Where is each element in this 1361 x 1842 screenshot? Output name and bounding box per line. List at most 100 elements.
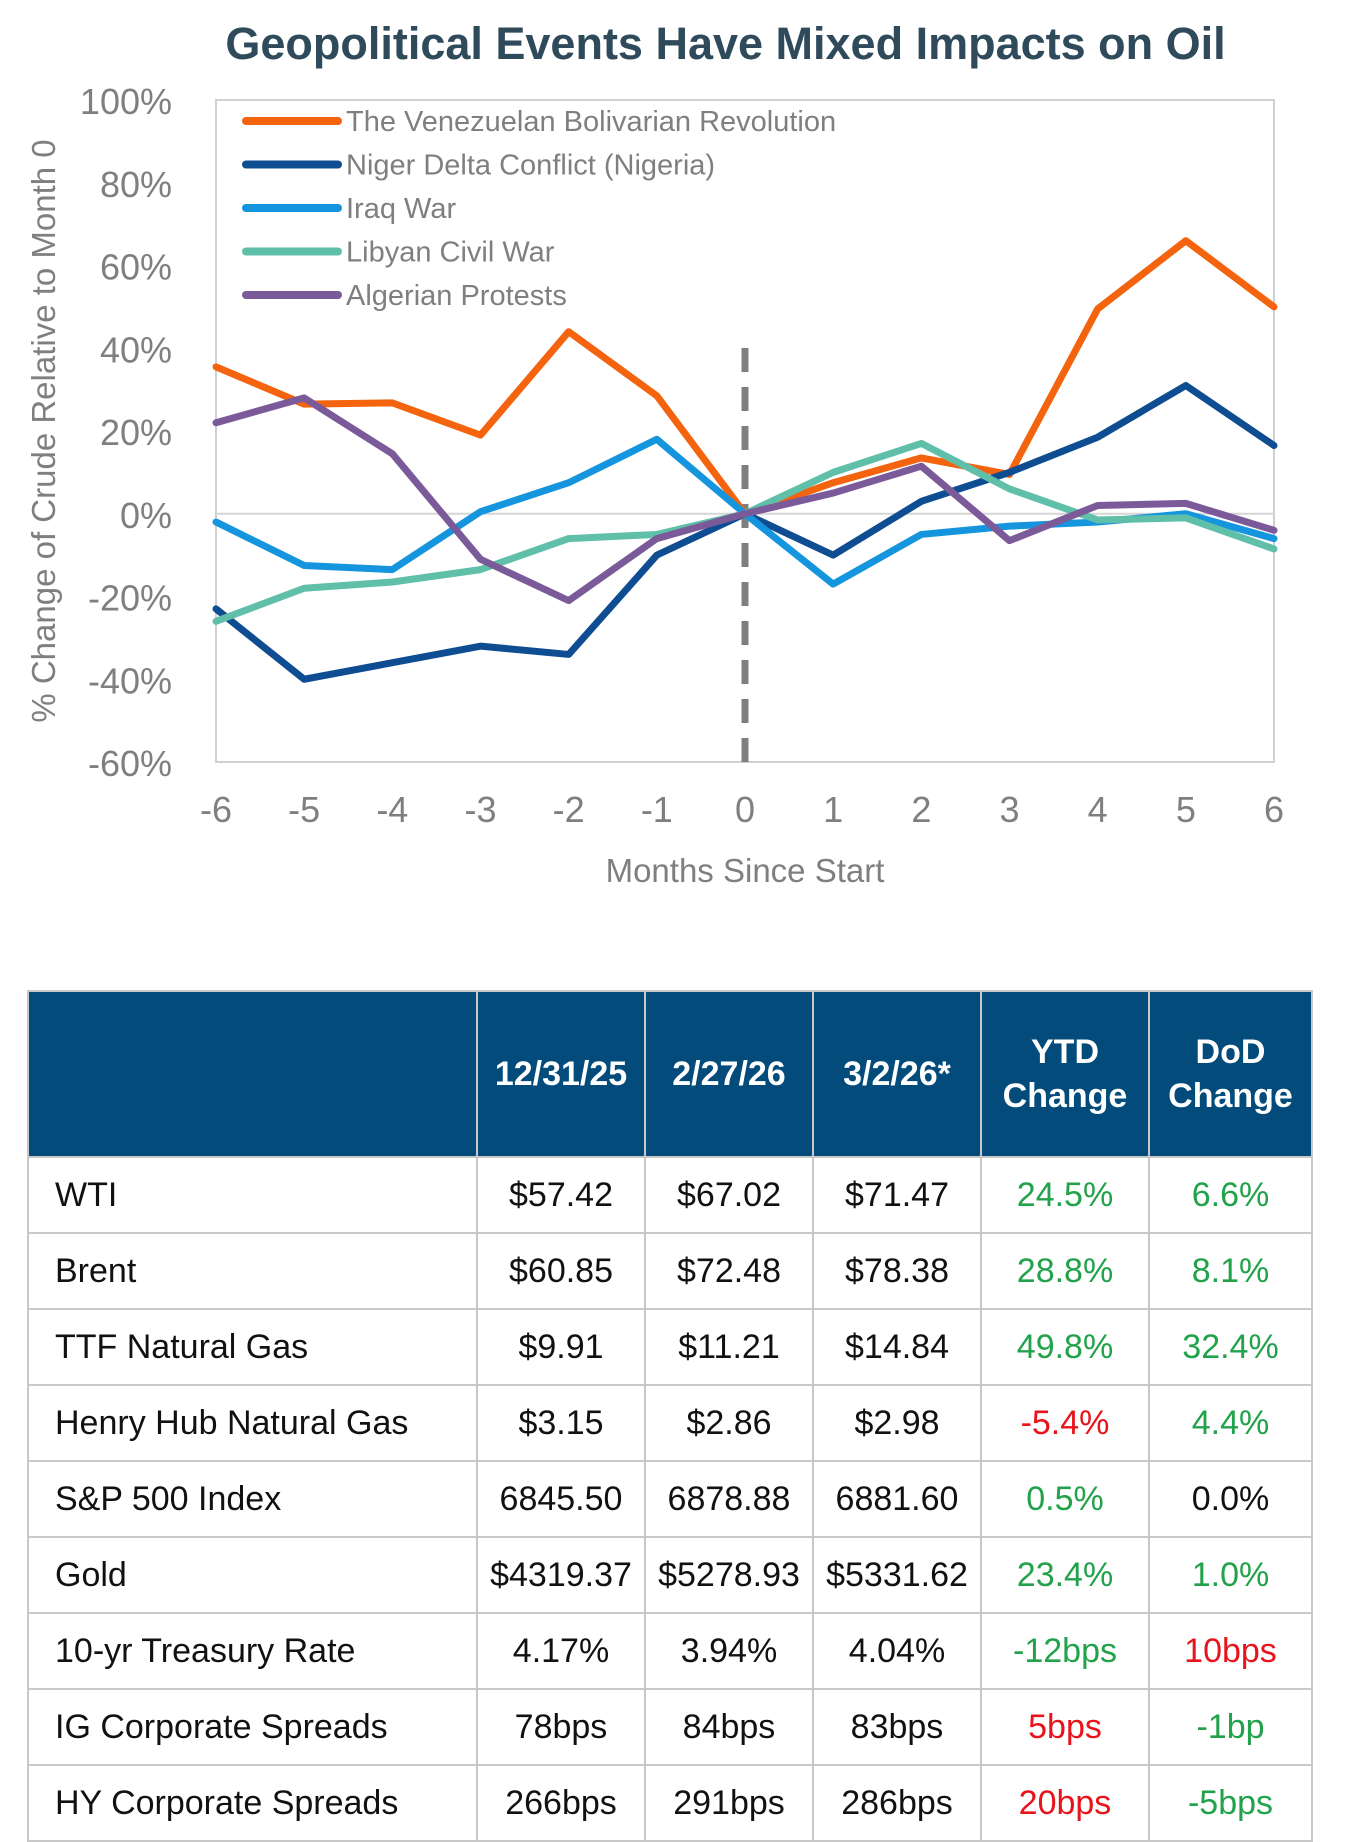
dod-change-cell: 10bps [1148,1612,1313,1690]
value-cell: $2.86 [644,1384,814,1462]
value-cell: 291bps [644,1764,814,1842]
line-chart: -60% -40% -20% 0% 20% 40% 60% 80% 100% -6 -5 -4 -3 -2… [25,81,1284,889]
value-cell: $67.02 [644,1156,814,1234]
x-tick-label: 5 [1176,789,1196,830]
x-tick-label: -4 [376,789,408,830]
value-cell: $78.38 [812,1232,982,1310]
row-label: IG Corporate Spreads [27,1688,478,1766]
x-tick-label: 4 [1088,789,1108,830]
ytd-change-cell: 0.5% [980,1460,1150,1538]
ytd-change-cell: -12bps [980,1612,1150,1690]
dod-change-cell: 32.4% [1148,1308,1313,1386]
table-row: WTI $57.42 $67.02 $71.47 24.5% 6.6% [27,1156,1313,1234]
series-line-4 [212,394,1278,605]
value-cell: $5331.62 [812,1536,982,1614]
dod-change-cell: 0.0% [1148,1460,1313,1538]
ytd-change-cell: 28.8% [980,1232,1150,1310]
x-axis-title: Months Since Start [606,852,885,889]
y-tick-label: -20% [88,578,172,619]
row-label: Gold [27,1536,478,1614]
y-tick-label: 60% [100,247,172,288]
ytd-change-cell: 49.8% [980,1308,1150,1386]
value-cell: $57.42 [476,1156,646,1234]
row-label: Henry Hub Natural Gas [27,1384,478,1462]
row-label: S&P 500 Index [27,1460,478,1538]
x-tick-label: -2 [553,789,585,830]
legend-label: Libyan Civil War [346,237,555,269]
y-tick-label: 20% [100,412,172,453]
legend-label: Iraq War [346,193,456,225]
value-cell: $9.91 [476,1308,646,1386]
dod-change-cell: -5bps [1148,1764,1313,1842]
y-tick-label: 0% [120,495,172,536]
column-header: 12/31/25 [476,990,646,1158]
dod-change-cell: 8.1% [1148,1232,1313,1310]
x-tick-label: -6 [200,789,232,830]
column-header: 2/27/26 [644,990,814,1158]
table-row: Henry Hub Natural Gas $3.15 $2.86 $2.98 -5.4… [27,1384,1313,1462]
chart-title: Geopolitical Events Have Mixed Impacts o… [225,18,1226,69]
dod-change-cell: 1.0% [1148,1536,1313,1614]
value-cell: $72.48 [644,1232,814,1310]
legend-label: Niger Delta Conflict (Nigeria) [346,150,715,182]
x-tick-label: -1 [641,789,673,830]
row-label: HY Corporate Spreads [27,1764,478,1842]
x-tick-label: -3 [464,789,496,830]
value-cell: $3.15 [476,1384,646,1462]
x-tick-label: 3 [999,789,1019,830]
table-row: IG Corporate Spreads 78bps 84bps 83bps 5bps -… [27,1688,1313,1766]
value-cell: 286bps [812,1764,982,1842]
ytd-change-cell: 23.4% [980,1536,1150,1614]
x-tick-label: 6 [1264,789,1284,830]
row-label: TTF Natural Gas [27,1308,478,1386]
value-cell: $71.47 [812,1156,982,1234]
column-header: YTD Change [980,990,1150,1158]
ytd-change-cell: 24.5% [980,1156,1150,1234]
y-tick-label: 40% [100,329,172,370]
dod-change-cell: -1bp [1148,1688,1313,1766]
dod-change-cell: 6.6% [1148,1156,1313,1234]
column-header: 3/2/26* [812,990,982,1158]
value-cell: 6845.50 [476,1460,646,1538]
y-tick-label: 100% [80,81,172,122]
y-tick-label: -60% [88,743,172,784]
value-cell: $2.98 [812,1384,982,1462]
header-blank-cell [27,990,478,1158]
dod-change-cell: 4.4% [1148,1384,1313,1462]
legend-label: Algerian Protests [346,280,567,312]
value-cell: 4.04% [812,1612,982,1690]
ytd-change-cell: 5bps [980,1688,1150,1766]
y-axis-title: % Change of Crude Relative to Month 0 [25,139,62,722]
table-row: S&P 500 Index 6845.50 6878.88 6881.60 0.5% 0.… [27,1460,1313,1538]
x-tick-label: 1 [823,789,843,830]
legend-label: The Venezuelan Bolivarian Revolution [346,106,836,138]
row-label: 10-yr Treasury Rate [27,1612,478,1690]
row-label: WTI [27,1156,478,1234]
table-row: Gold $4319.37 $5278.93 $5331.62 23.4% 1.0% [27,1536,1313,1614]
table-row: HY Corporate Spreads 266bps 291bps 286bps 20… [27,1764,1313,1842]
table-header-row: 12/31/25 2/27/26 3/2/26* YTD Change DoD Change [27,990,1313,1158]
y-tick-label: -40% [88,660,172,701]
y-tick-label: 80% [100,164,172,205]
x-tick-label: -5 [288,789,320,830]
ytd-change-cell: 20bps [980,1764,1150,1842]
value-cell: 266bps [476,1764,646,1842]
table-row: TTF Natural Gas $9.91 $11.21 $14.84 49.8% 32.… [27,1308,1313,1386]
table-row: Brent $60.85 $72.48 $78.38 28.8% 8.1% [27,1232,1313,1310]
value-cell: 78bps [476,1688,646,1766]
value-cell: $4319.37 [476,1536,646,1614]
value-cell: $11.21 [644,1308,814,1386]
value-cell: 4.17% [476,1612,646,1690]
x-tick-label: 2 [911,789,931,830]
value-cell: $60.85 [476,1232,646,1310]
value-cell: 6881.60 [812,1460,982,1538]
ytd-change-cell: -5.4% [980,1384,1150,1462]
row-label: Brent [27,1232,478,1310]
x-tick-label: 0 [735,789,755,830]
market-data-table: 12/31/25 2/27/26 3/2/26* YTD Change DoD Change… [27,990,1313,1842]
value-cell: $5278.93 [644,1536,814,1614]
value-cell: 84bps [644,1688,814,1766]
column-header: DoD Change [1148,990,1313,1158]
table-row: 10-yr Treasury Rate 4.17% 3.94% 4.04% -12bps… [27,1612,1313,1690]
value-cell: 3.94% [644,1612,814,1690]
